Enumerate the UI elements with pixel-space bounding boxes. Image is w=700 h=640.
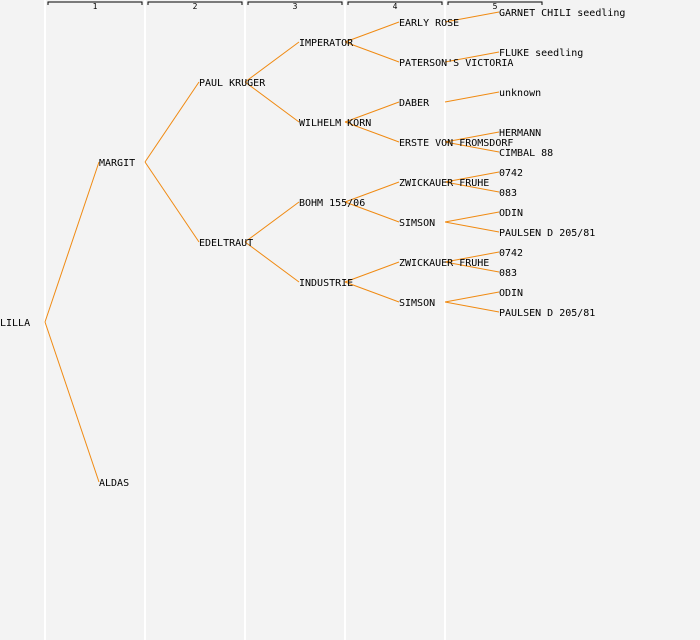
tree-node-label: ZWICKAUER FRUHE bbox=[399, 258, 489, 269]
tree-edge bbox=[444, 141, 500, 153]
generation-number: 3 bbox=[293, 2, 298, 11]
tree-node-label: FLUKE seedling bbox=[499, 48, 583, 59]
tree-edge bbox=[444, 181, 500, 193]
tree-node-label: ODIN bbox=[499, 288, 523, 299]
tree-edge bbox=[344, 101, 400, 123]
tree-node-label: 083 bbox=[499, 188, 517, 199]
tree-edge bbox=[44, 161, 100, 323]
tree-node-label: 083 bbox=[499, 268, 517, 279]
tree-edge bbox=[344, 41, 400, 63]
tree-node-label: PAULSEN D 205/81 bbox=[499, 228, 595, 239]
generation-number: 2 bbox=[193, 2, 198, 11]
generation-guides bbox=[44, 0, 446, 640]
tree-edge bbox=[444, 131, 500, 143]
generation-bracket bbox=[247, 1, 343, 5]
generation-number: 4 bbox=[393, 2, 398, 11]
tree-edge bbox=[344, 261, 400, 283]
tree-node-label: EARLY ROSE bbox=[399, 18, 459, 29]
tree-node-label: HERMANN bbox=[499, 128, 541, 139]
tree-node-label: SIMSON bbox=[399, 218, 435, 229]
tree-node-label: INDUSTRIE bbox=[299, 278, 353, 289]
generation-headers: 1 2 3 4 5 bbox=[47, 1, 543, 11]
tree-edge bbox=[344, 181, 400, 203]
tree-node-label: ZWICKAUER FRUHE bbox=[399, 178, 489, 189]
tree-node-label: 0742 bbox=[499, 168, 523, 179]
tree-node-label: EDELTRAUT bbox=[199, 238, 253, 249]
tree-edges bbox=[44, 11, 500, 483]
tree-node-label: MARGIT bbox=[99, 158, 135, 169]
tree-node-label: LILLA bbox=[0, 318, 30, 329]
tree-edge bbox=[344, 201, 400, 223]
tree-node-label: GARNET CHILI seedling bbox=[499, 8, 625, 19]
tree-node-label: unknown bbox=[499, 88, 541, 99]
generation-bracket bbox=[147, 1, 243, 5]
tree-edge bbox=[344, 21, 400, 43]
tree-edge bbox=[444, 261, 500, 273]
tree-node-label: BOHM 155/06 bbox=[299, 198, 365, 209]
tree-node-label: ALDAS bbox=[99, 478, 129, 489]
tree-node-label: WILHELM KORN bbox=[299, 118, 371, 129]
tree-node-label: PATERSON'S VICTORIA bbox=[399, 58, 513, 69]
tree-edge bbox=[444, 301, 500, 313]
tree-edge bbox=[444, 11, 500, 23]
tree-edge bbox=[444, 211, 500, 223]
tree-node-label: CIMBAL 88 bbox=[499, 148, 553, 159]
tree-edge bbox=[444, 221, 500, 233]
tree-edge bbox=[144, 161, 200, 243]
tree-edge bbox=[244, 241, 300, 283]
tree-node-label: SIMSON bbox=[399, 298, 435, 309]
generation-bracket bbox=[447, 1, 543, 5]
generation-bracket bbox=[347, 1, 443, 5]
tree-edge bbox=[444, 51, 500, 63]
tree-labels: LILLA MARGIT PAUL KRUGER IMPERATOR EARLY ROS… bbox=[0, 8, 625, 489]
tree-node-label: PAULSEN D 205/81 bbox=[499, 308, 595, 319]
generation-number: 5 bbox=[493, 2, 498, 11]
generation-number: 1 bbox=[93, 2, 98, 11]
tree-edge bbox=[44, 321, 100, 483]
tree-edge bbox=[344, 121, 400, 143]
tree-edge bbox=[244, 201, 300, 243]
tree-edge bbox=[444, 171, 500, 183]
tree-edge bbox=[444, 291, 500, 303]
tree-node-label: ODIN bbox=[499, 208, 523, 219]
generation-bracket bbox=[47, 1, 143, 5]
tree-node-label: 0742 bbox=[499, 248, 523, 259]
tree-node-label: DABER bbox=[399, 98, 430, 109]
tree-edge bbox=[344, 281, 400, 303]
tree-edge bbox=[244, 41, 300, 83]
tree-edge bbox=[444, 91, 500, 103]
tree-edge bbox=[144, 81, 200, 163]
tree-node-label: IMPERATOR bbox=[299, 38, 354, 49]
tree-edge bbox=[444, 251, 500, 263]
tree-node-label: ERSTE VON FROMSDORF bbox=[399, 138, 513, 149]
tree-edge bbox=[244, 81, 300, 123]
tree-node-label: PAUL KRUGER bbox=[199, 78, 266, 89]
